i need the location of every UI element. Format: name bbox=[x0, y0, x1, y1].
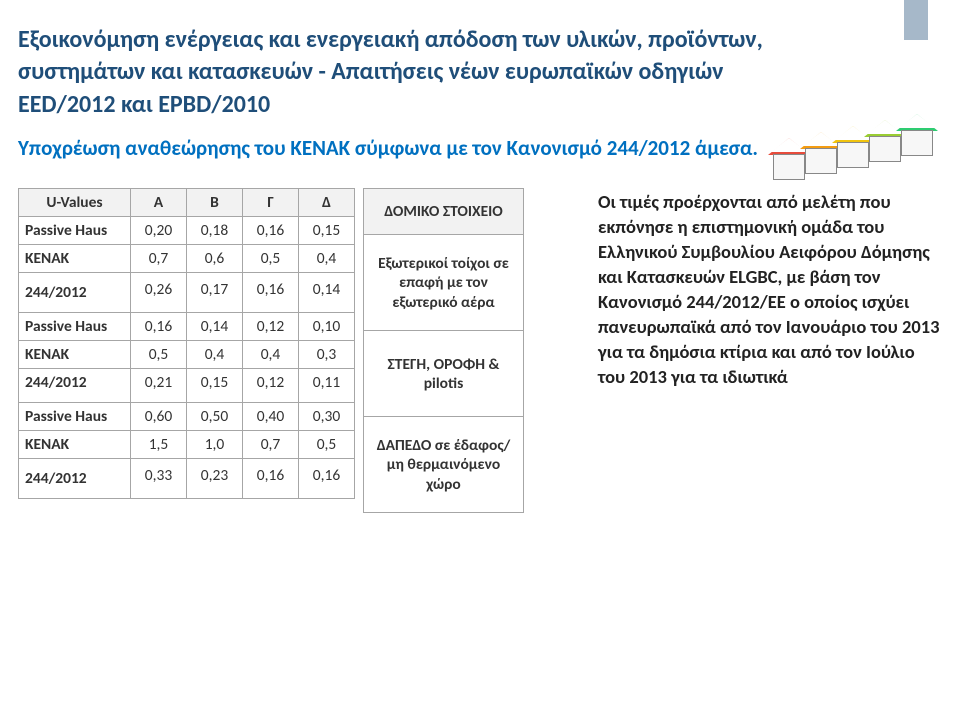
page-subtitle: Υποχρέωση αναθεώρησης του ΚΕΝΑΚ σύμφωνα … bbox=[18, 135, 778, 162]
table-row: ΚΕΝΑΚ 0,5 0,4 0,4 0,3 bbox=[19, 341, 355, 369]
cell: 0,21 bbox=[131, 369, 187, 403]
row-label: Passive Haus bbox=[19, 403, 131, 431]
cell: 0,15 bbox=[187, 369, 243, 403]
dom-cell: ΣΤΕΓΗ, ΟΡΟΦΗ & pilotis bbox=[364, 331, 524, 417]
col-header: Β bbox=[187, 189, 243, 217]
table-row: 244/2012 0,33 0,23 0,16 0,16 bbox=[19, 459, 355, 499]
table-row: Passive Haus 0,16 0,14 0,12 0,10 bbox=[19, 313, 355, 341]
explanatory-text: Οι τιμές προέρχονται από μελέτη που εκπό… bbox=[592, 188, 944, 513]
cell: 0,12 bbox=[243, 369, 299, 403]
cell: 0,12 bbox=[243, 313, 299, 341]
cell: 0,16 bbox=[299, 459, 355, 499]
row-label: 244/2012 bbox=[19, 273, 131, 313]
page-title: Εξοικονόμηση ενέργειας και ενεργειακή απ… bbox=[18, 24, 778, 121]
cell: 0,40 bbox=[243, 403, 299, 431]
cell: 0,3 bbox=[299, 341, 355, 369]
cell: 0,60 bbox=[131, 403, 187, 431]
table-row: Passive Haus 0,20 0,18 0,16 0,15 bbox=[19, 217, 355, 245]
table-row: 244/2012 0,21 0,15 0,12 0,11 bbox=[19, 369, 355, 403]
houses-graphic bbox=[768, 110, 938, 180]
cell: 0,4 bbox=[299, 245, 355, 273]
cell: 0,30 bbox=[299, 403, 355, 431]
tables-wrap: U-Values Α Β Γ Δ Passive Haus 0,20 0,18 … bbox=[18, 188, 588, 513]
cell: 0,16 bbox=[243, 273, 299, 313]
row-label: ΚΕΝΑΚ bbox=[19, 341, 131, 369]
cell: 0,10 bbox=[299, 313, 355, 341]
cell: 0,17 bbox=[187, 273, 243, 313]
cell: 0,5 bbox=[131, 341, 187, 369]
cell: 1,0 bbox=[187, 431, 243, 459]
cell: 0,16 bbox=[243, 217, 299, 245]
cell: 0,18 bbox=[187, 217, 243, 245]
cell: 0,26 bbox=[131, 273, 187, 313]
dom-cell: Εξωτερικοί τοίχοι σε επαφή με τον εξωτερ… bbox=[364, 235, 524, 331]
cell: 0,23 bbox=[187, 459, 243, 499]
col-header: Δ bbox=[299, 189, 355, 217]
row-label: Passive Haus bbox=[19, 313, 131, 341]
row-label: ΚΕΝΑΚ bbox=[19, 431, 131, 459]
col-header: U-Values bbox=[19, 189, 131, 217]
cell: 0,14 bbox=[299, 273, 355, 313]
building-element-table: ΔΟΜΙΚΟ ΣΤΟΙΧΕΙΟ Εξωτερικοί τοίχοι σε επα… bbox=[363, 188, 524, 513]
cell: 0,50 bbox=[187, 403, 243, 431]
dom-cell: ΔΑΠΕΔΟ σε έδαφος/ μη θερμαινόμενο χώρο bbox=[364, 417, 524, 513]
row-label: 244/2012 bbox=[19, 369, 131, 403]
table-group: Passive Haus 0,60 0,50 0,40 0,30 ΚΕΝΑΚ 1… bbox=[19, 403, 355, 499]
cell: 0,16 bbox=[131, 313, 187, 341]
col-header: Γ bbox=[243, 189, 299, 217]
cell: 0,5 bbox=[243, 245, 299, 273]
cell: 0,15 bbox=[299, 217, 355, 245]
cell: 0,14 bbox=[187, 313, 243, 341]
cell: 0,11 bbox=[299, 369, 355, 403]
cell: 1,5 bbox=[131, 431, 187, 459]
row-label: Passive Haus bbox=[19, 217, 131, 245]
cell: 0,4 bbox=[243, 341, 299, 369]
table-row: Passive Haus 0,60 0,50 0,40 0,30 bbox=[19, 403, 355, 431]
table-row: ΚΕΝΑΚ 0,7 0,6 0,5 0,4 bbox=[19, 245, 355, 273]
cell: 0,4 bbox=[187, 341, 243, 369]
table-group: Passive Haus 0,16 0,14 0,12 0,10 ΚΕΝΑΚ 0… bbox=[19, 313, 355, 403]
cell: 0,7 bbox=[243, 431, 299, 459]
tables-column: U-Values Α Β Γ Δ Passive Haus 0,20 0,18 … bbox=[18, 188, 588, 513]
dom-header: ΔΟΜΙΚΟ ΣΤΟΙΧΕΙΟ bbox=[364, 189, 524, 235]
cell: 0,16 bbox=[243, 459, 299, 499]
col-header: Α bbox=[131, 189, 187, 217]
u-values-table: U-Values Α Β Γ Δ Passive Haus 0,20 0,18 … bbox=[18, 188, 355, 499]
row-label: ΚΕΝΑΚ bbox=[19, 245, 131, 273]
cell: 0,33 bbox=[131, 459, 187, 499]
accent-bar bbox=[904, 0, 928, 40]
row-label: 244/2012 bbox=[19, 459, 131, 499]
table-group: Passive Haus 0,20 0,18 0,16 0,15 ΚΕΝΑΚ 0… bbox=[19, 217, 355, 313]
cell: 0,5 bbox=[299, 431, 355, 459]
house-icon bbox=[896, 114, 938, 156]
cell: 0,20 bbox=[131, 217, 187, 245]
content-row: U-Values Α Β Γ Δ Passive Haus 0,20 0,18 … bbox=[18, 188, 946, 513]
table-row: ΚΕΝΑΚ 1,5 1,0 0,7 0,5 bbox=[19, 431, 355, 459]
table-row: 244/2012 0,26 0,17 0,16 0,14 bbox=[19, 273, 355, 313]
cell: 0,7 bbox=[131, 245, 187, 273]
cell: 0,6 bbox=[187, 245, 243, 273]
